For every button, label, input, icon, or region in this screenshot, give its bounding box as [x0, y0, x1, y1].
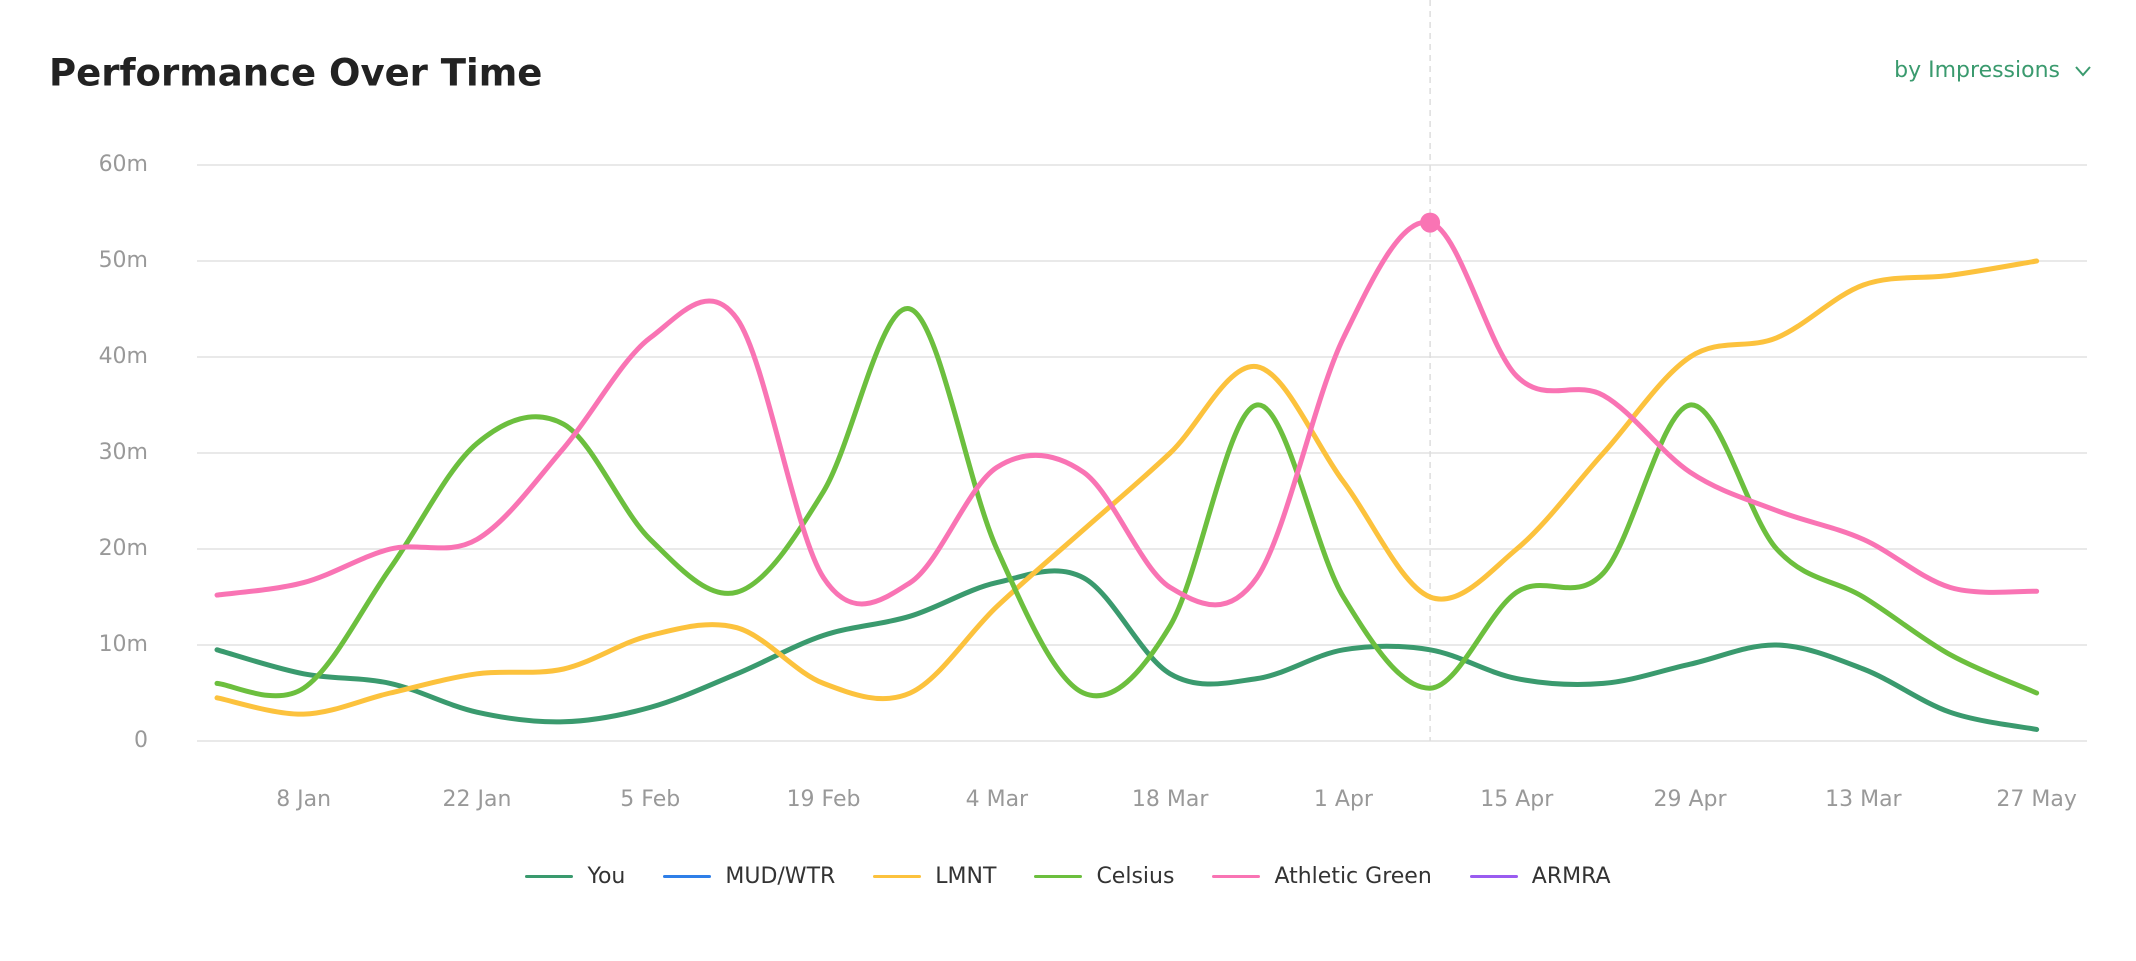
x-tick-label: 15 Apr	[1480, 787, 1554, 812]
legend-item: MUD/WTR	[663, 864, 835, 889]
legend-swatch	[525, 875, 574, 878]
legend-label: LMNT	[935, 864, 997, 889]
x-tick-label: 13 Mar	[1825, 787, 1902, 812]
legend-swatch	[1469, 875, 1518, 878]
chevron-icon[interactable]	[2074, 65, 2092, 77]
highlight-point	[1420, 212, 1441, 233]
series-line	[214, 568, 2040, 732]
series-line	[214, 258, 2040, 717]
legend-swatch	[1034, 875, 1083, 878]
legend-item: ARMRA	[1469, 864, 1611, 889]
x-tick-label: 22 Jan	[442, 787, 511, 812]
x-tick-label: 27 May	[1996, 787, 2076, 812]
x-tick-label: 4 Mar	[966, 787, 1029, 812]
dropdown-label[interactable]: by Impressions	[1894, 58, 2060, 83]
y-tick-label: 20m	[99, 536, 148, 561]
legend-item: You	[525, 864, 625, 889]
legend-label: ARMRA	[1531, 864, 1611, 889]
x-tick-label: 8 Jan	[276, 787, 331, 812]
x-tick-label: 19 Feb	[787, 787, 861, 812]
x-tick-label: 1 Apr	[1314, 787, 1374, 812]
y-tick-label: 30m	[99, 440, 148, 465]
y-tick-label: 40m	[99, 344, 148, 369]
y-tick-label: 0	[134, 728, 148, 753]
legend: You MUD/WTR LMNT Celsius Athletic Green ARMRA	[0, 864, 2136, 889]
legend-label: Athletic Green	[1274, 864, 1432, 889]
legend-swatch	[1212, 875, 1261, 878]
y-tick-label: 50m	[99, 248, 148, 273]
metric-dropdown[interactable]: by Impressions	[1894, 58, 2092, 83]
x-tick-label: 18 Mar	[1132, 787, 1209, 812]
x-tick-label: 5 Feb	[620, 787, 680, 812]
legend-item: Athletic Green	[1212, 864, 1432, 889]
legend-swatch	[873, 875, 922, 878]
series-line	[214, 306, 2040, 699]
legend-label: You	[587, 864, 626, 889]
y-tick-label: 10m	[99, 632, 148, 657]
x-tick-label: 29 Apr	[1654, 787, 1728, 812]
legend-item: Celsius	[1034, 864, 1174, 889]
chart-title: Performance Over Time	[49, 52, 542, 95]
legend-item: LMNT	[873, 864, 996, 889]
legend-label: MUD/WTR	[725, 864, 836, 889]
legend-swatch	[663, 875, 712, 878]
series-line	[214, 219, 2040, 608]
legend-label: Celsius	[1096, 864, 1175, 889]
y-tick-label: 60m	[99, 152, 148, 177]
